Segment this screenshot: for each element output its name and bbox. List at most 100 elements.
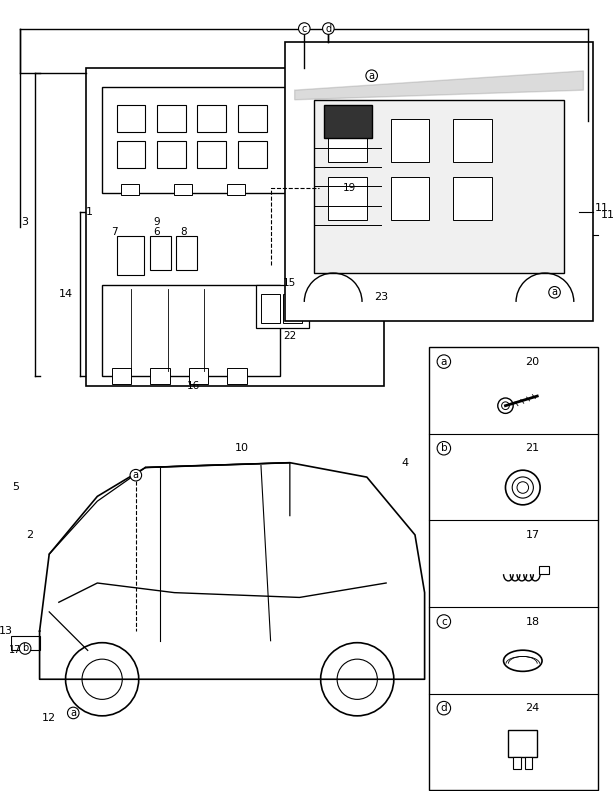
Bar [117, 105, 146, 131]
Text: 13: 13 [0, 626, 13, 636]
Circle shape [506, 470, 540, 505]
Bar [539, 567, 549, 574]
Bar [238, 141, 267, 168]
Circle shape [502, 402, 509, 409]
Circle shape [66, 642, 139, 716]
Bar [102, 87, 285, 193]
Bar [261, 294, 280, 323]
Text: 1: 1 [86, 207, 93, 218]
Text: a: a [133, 470, 139, 480]
Circle shape [320, 642, 394, 716]
Bar [525, 757, 533, 769]
Text: 15: 15 [284, 278, 296, 288]
Text: c: c [441, 617, 446, 626]
Circle shape [298, 23, 310, 35]
Bar [121, 184, 139, 195]
Circle shape [437, 355, 451, 368]
Text: 11: 11 [595, 202, 609, 213]
Bar [102, 285, 280, 376]
Bar [228, 184, 245, 195]
Bar [150, 368, 170, 384]
Bar [238, 105, 267, 131]
Text: 10: 10 [235, 443, 248, 453]
Bar [85, 68, 384, 386]
Bar [314, 100, 564, 273]
Circle shape [337, 659, 378, 700]
Text: a: a [368, 71, 375, 81]
Circle shape [323, 23, 334, 35]
Bar [197, 105, 226, 131]
Text: 21: 21 [525, 443, 539, 453]
Bar [157, 141, 186, 168]
Text: 3: 3 [22, 217, 29, 227]
Circle shape [68, 707, 79, 719]
Text: d: d [440, 703, 447, 713]
Bar [157, 105, 186, 131]
Text: 4: 4 [402, 458, 409, 467]
Circle shape [549, 286, 560, 298]
Bar [509, 730, 538, 757]
Text: d: d [325, 23, 331, 34]
Text: b: b [22, 643, 28, 654]
Bar [189, 368, 208, 384]
Bar [391, 119, 429, 162]
Bar [323, 105, 371, 139]
Bar [328, 119, 367, 162]
Text: a: a [70, 708, 76, 718]
Bar [256, 285, 309, 328]
Text: 5: 5 [12, 482, 19, 492]
Bar [429, 347, 598, 790]
Text: 12: 12 [42, 713, 56, 723]
Circle shape [130, 469, 141, 481]
Bar [453, 119, 492, 162]
Text: 8: 8 [181, 226, 188, 237]
Text: b: b [440, 443, 447, 453]
Bar [112, 368, 131, 384]
Text: 19: 19 [343, 183, 356, 193]
Text: 2: 2 [26, 530, 33, 540]
Bar [328, 177, 367, 220]
Circle shape [437, 615, 451, 628]
Text: c: c [301, 23, 307, 34]
Bar [174, 184, 192, 195]
Circle shape [314, 179, 333, 198]
Bar [177, 236, 197, 270]
Bar [391, 177, 429, 220]
Text: 18: 18 [525, 617, 539, 626]
Bar [197, 141, 226, 168]
Text: 20: 20 [525, 356, 539, 367]
Text: 17: 17 [9, 646, 22, 655]
Text: 14: 14 [58, 289, 73, 299]
Bar [513, 757, 521, 769]
Bar [117, 141, 146, 168]
Bar [285, 42, 593, 321]
Bar [10, 636, 39, 650]
Text: 16: 16 [187, 380, 200, 391]
Ellipse shape [504, 650, 542, 671]
Circle shape [498, 398, 513, 413]
Circle shape [512, 477, 533, 498]
Text: 6: 6 [154, 226, 161, 237]
Text: a: a [441, 356, 447, 367]
Circle shape [82, 659, 122, 700]
Bar [150, 236, 172, 270]
Circle shape [366, 70, 378, 81]
Bar [228, 368, 247, 384]
Bar [283, 294, 303, 323]
Text: a: a [552, 287, 558, 297]
Circle shape [437, 701, 451, 715]
Text: 7: 7 [111, 226, 118, 237]
Circle shape [437, 442, 451, 455]
Text: 17: 17 [525, 530, 539, 540]
Text: 22: 22 [284, 330, 296, 341]
Bar [117, 236, 143, 275]
Polygon shape [295, 71, 584, 100]
Text: 9: 9 [154, 217, 161, 227]
Circle shape [319, 184, 328, 193]
Text: 23: 23 [375, 292, 388, 302]
Bar [453, 177, 492, 220]
Circle shape [19, 642, 31, 654]
Text: 24: 24 [525, 703, 539, 713]
Circle shape [517, 482, 528, 493]
Text: 11: 11 [601, 210, 615, 220]
